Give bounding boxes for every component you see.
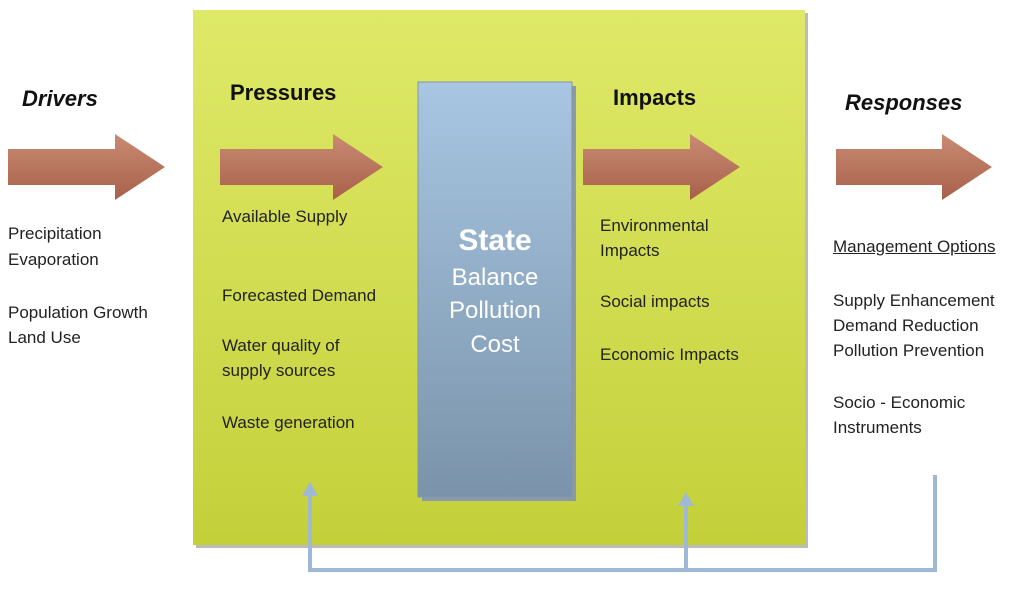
subheading: Management Options xyxy=(833,237,996,256)
arrow xyxy=(836,134,992,200)
state-item: Cost xyxy=(470,331,520,358)
state-box xyxy=(417,81,573,498)
arrows xyxy=(8,134,992,200)
state-title: State xyxy=(458,224,532,257)
heading: Responses xyxy=(845,90,963,115)
arrow xyxy=(583,134,740,200)
item: Available Supply xyxy=(222,207,348,226)
arrow-head xyxy=(302,482,318,496)
arrow xyxy=(8,134,165,200)
item: Waste generation xyxy=(222,413,355,432)
arrow xyxy=(220,134,383,200)
item: Land Use xyxy=(8,328,81,347)
arrow-head xyxy=(678,492,694,506)
state-item: Pollution xyxy=(448,297,542,324)
item: Social impacts xyxy=(600,292,710,311)
item: Socio - Economic Instruments xyxy=(833,393,966,437)
item: Supply Enhancement xyxy=(833,291,995,310)
item: Precipitation xyxy=(8,224,102,243)
item: Water quality of supply sources xyxy=(222,336,340,380)
item: Pollution Prevention xyxy=(833,341,985,360)
heading: Drivers xyxy=(22,86,98,111)
item: Economic Impacts xyxy=(600,345,739,364)
item: Forecasted Demand xyxy=(222,286,377,305)
state-item: Balance xyxy=(451,264,539,291)
item: Evaporation xyxy=(8,250,99,269)
heading: Impacts xyxy=(613,85,697,110)
feedback-line xyxy=(308,475,937,572)
item: Population Growth xyxy=(8,303,148,322)
feedback-lines xyxy=(302,475,937,572)
item: Environmental Impacts xyxy=(600,216,709,260)
heading: Pressures xyxy=(230,80,337,105)
item: Demand Reduction xyxy=(833,316,979,335)
